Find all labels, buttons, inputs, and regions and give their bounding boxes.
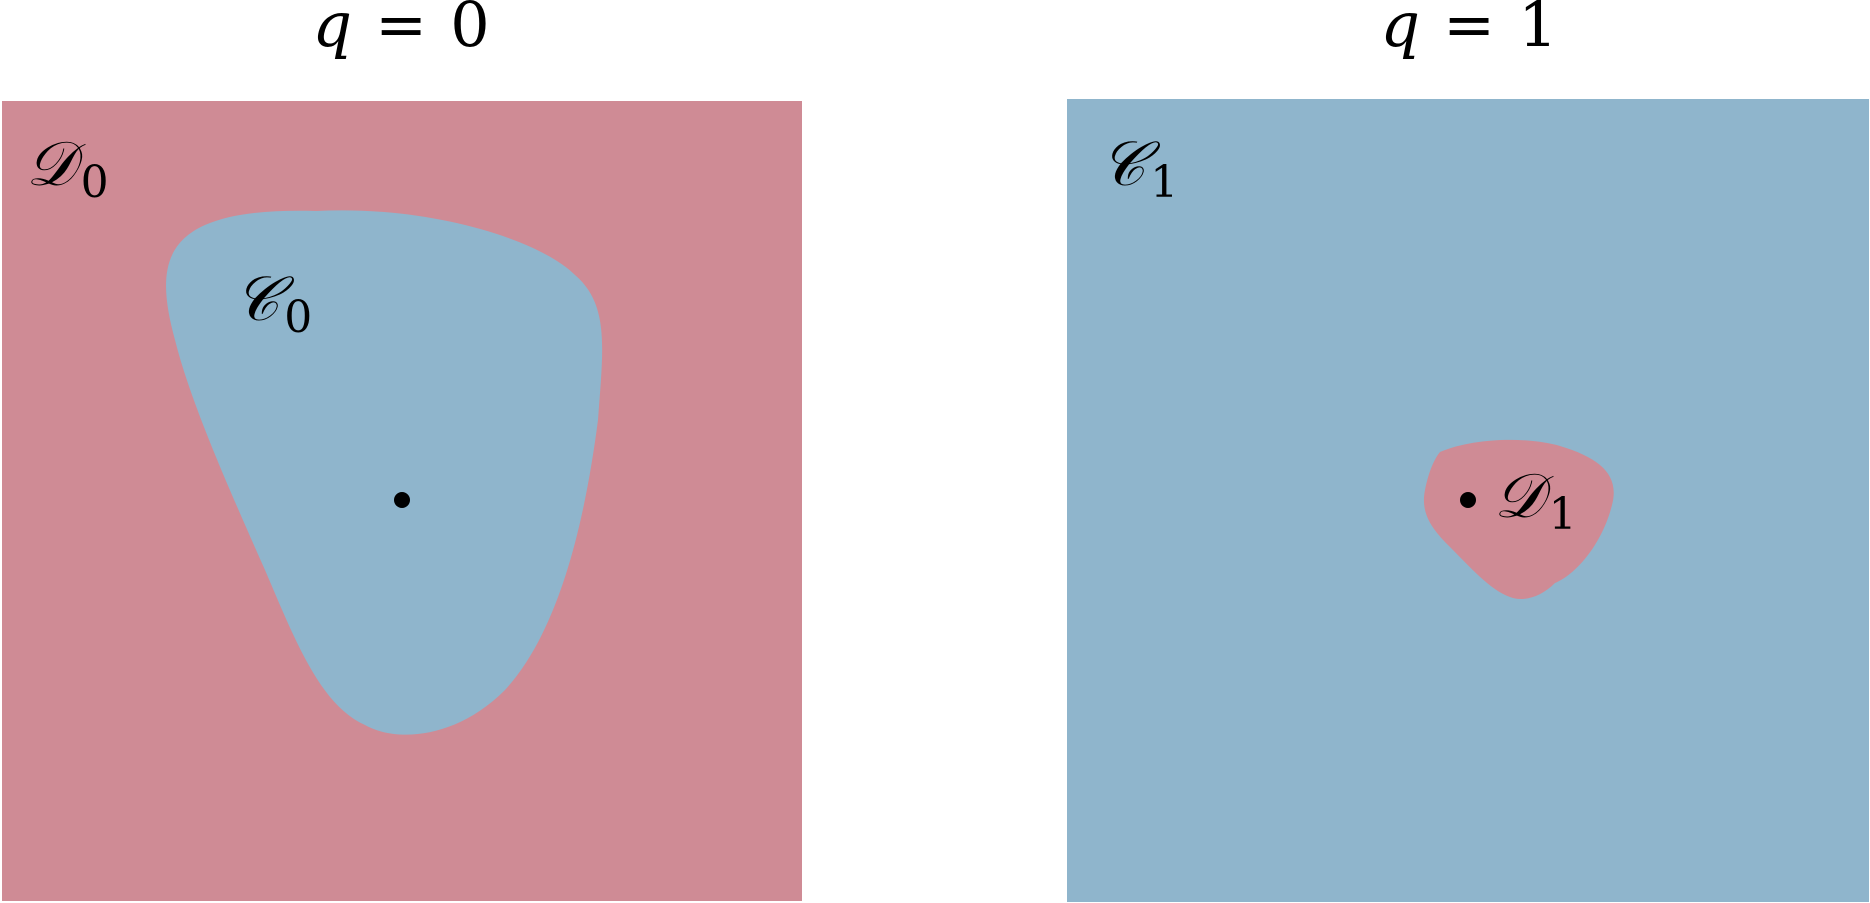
left-panel-title: q = 0 [312, 0, 489, 61]
right-title-variable: q [1380, 0, 1420, 61]
d0-label-subscript: 0 [81, 157, 109, 208]
right-panel: q = 1 𝒞 1 𝒟 1 [1067, 0, 1869, 902]
left-title-operator: = [375, 0, 427, 61]
left-title-variable: q [312, 0, 352, 61]
right-center-point [1460, 492, 1476, 508]
c0-region [166, 210, 603, 735]
c1-label-subscript: 1 [1150, 157, 1178, 208]
left-center-point [394, 492, 410, 508]
d1-region [1423, 439, 1614, 600]
d1-label-subscript: 1 [1549, 489, 1577, 540]
right-title-operator: = [1443, 0, 1495, 61]
right-title-value: 1 [1518, 0, 1557, 61]
left-panel: q = 0 𝒟 0 𝒞 0 [2, 0, 802, 901]
right-panel-title: q = 1 [1380, 0, 1557, 61]
left-title-value: 0 [450, 0, 489, 61]
c0-label-subscript: 0 [284, 292, 312, 343]
